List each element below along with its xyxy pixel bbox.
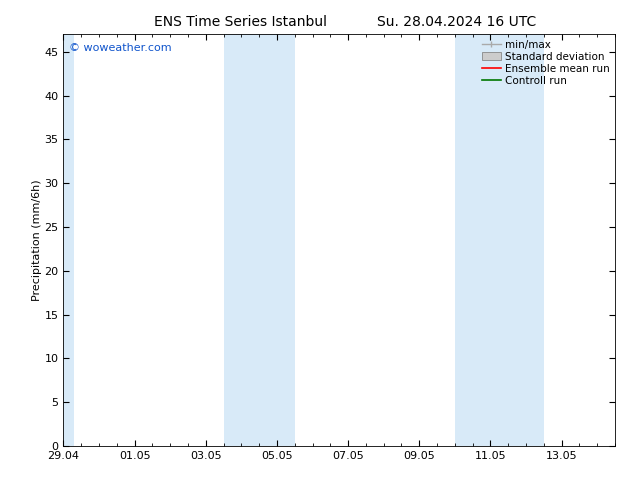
Bar	[224, 34, 295, 446]
Y-axis label: Precipitation (mm/6h): Precipitation (mm/6h)	[32, 179, 42, 301]
Bar	[455, 34, 544, 446]
Text: ENS Time Series Istanbul: ENS Time Series Istanbul	[155, 15, 327, 29]
Legend: min/max, Standard deviation, Ensemble mean run, Controll run: min/max, Standard deviation, Ensemble me…	[480, 37, 612, 88]
Text: © woweather.com: © woweather.com	[69, 43, 172, 52]
Text: Su. 28.04.2024 16 UTC: Su. 28.04.2024 16 UTC	[377, 15, 536, 29]
Bar	[63, 34, 74, 446]
